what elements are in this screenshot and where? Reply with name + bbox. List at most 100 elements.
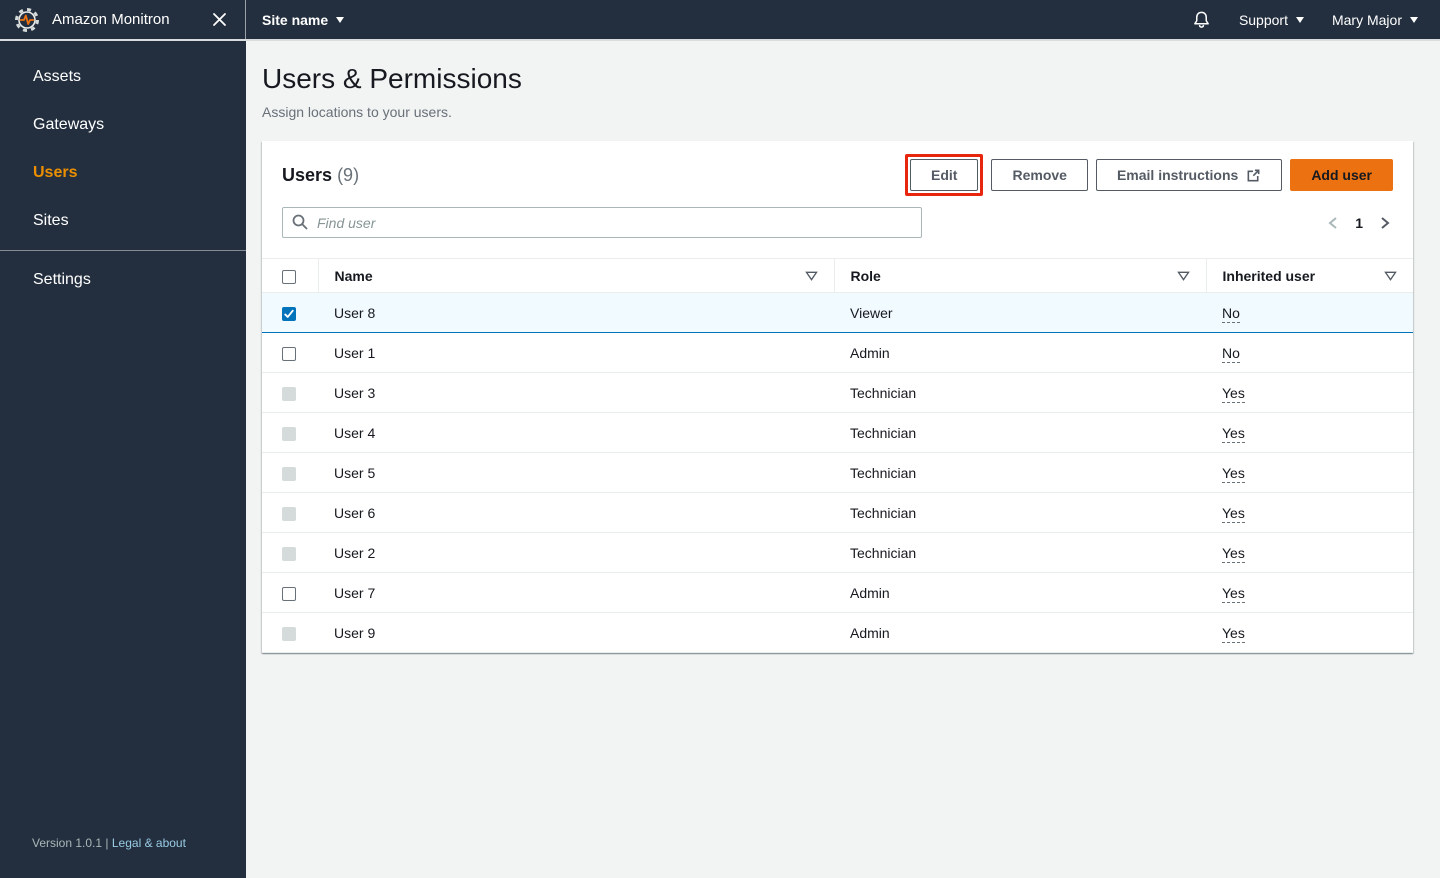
footer-separator: | bbox=[105, 836, 109, 850]
table-row[interactable]: User 8 Viewer No bbox=[262, 292, 1413, 333]
cell-user-role: Technician bbox=[834, 492, 1206, 533]
pagination: 1 bbox=[1325, 214, 1393, 232]
remove-button[interactable]: Remove bbox=[991, 159, 1088, 191]
table-row[interactable]: User 6 Technician Yes bbox=[262, 492, 1413, 533]
inherited-user-value[interactable]: No bbox=[1222, 344, 1240, 363]
inherited-user-value[interactable]: Yes bbox=[1222, 504, 1245, 523]
user-menu[interactable]: Mary Major bbox=[1332, 12, 1418, 28]
inherited-user-value[interactable]: Yes bbox=[1222, 584, 1245, 603]
row-checkbox-cell bbox=[262, 492, 318, 533]
chevron-left-icon[interactable] bbox=[1325, 214, 1341, 232]
row-checkbox bbox=[282, 506, 296, 521]
page-number[interactable]: 1 bbox=[1355, 214, 1363, 231]
search-box bbox=[282, 207, 922, 238]
cell-user-name: User 7 bbox=[318, 572, 834, 613]
cell-user-name: User 5 bbox=[318, 452, 834, 493]
inherited-user-value[interactable]: Yes bbox=[1222, 624, 1245, 643]
page-subtitle: Assign locations to your users. bbox=[262, 104, 452, 120]
users-count: (9) bbox=[337, 164, 360, 185]
users-title-text: Users bbox=[282, 164, 333, 185]
sort-down-icon[interactable] bbox=[1384, 271, 1397, 281]
red-highlight-annotation: Edit bbox=[905, 154, 984, 196]
column-label: Role bbox=[850, 267, 881, 284]
column-header-role[interactable]: Role bbox=[833, 258, 1206, 293]
edit-button-label: Edit bbox=[931, 167, 958, 183]
sort-down-icon[interactable] bbox=[1176, 271, 1190, 281]
row-checkbox-cell bbox=[262, 612, 318, 653]
gear-with-pulse-icon bbox=[14, 7, 40, 33]
row-checkbox[interactable] bbox=[282, 346, 296, 361]
inherited-user-value[interactable]: Yes bbox=[1222, 384, 1245, 403]
users-table: Name Role bbox=[262, 258, 1413, 653]
table-row[interactable]: User 5 Technician Yes bbox=[262, 452, 1413, 493]
support-menu[interactable]: Support bbox=[1239, 12, 1304, 28]
sidebar-item-assets[interactable]: Assets bbox=[0, 53, 246, 101]
sidebar-item-label: Sites bbox=[33, 212, 69, 229]
sidebar-item-gateways[interactable]: Gateways bbox=[0, 101, 246, 149]
close-icon[interactable] bbox=[212, 12, 227, 27]
caret-down-icon bbox=[1410, 16, 1418, 23]
legal-about-link[interactable]: Legal & about bbox=[111, 836, 186, 850]
table-row[interactable]: User 2 Technician Yes bbox=[262, 532, 1413, 573]
column-header-inherited-user[interactable]: Inherited user bbox=[1205, 258, 1413, 293]
sidebar-item-users[interactable]: Users bbox=[0, 149, 246, 197]
add-user-button-label: Add user bbox=[1311, 167, 1372, 183]
app-title: Amazon Monitron bbox=[52, 11, 170, 28]
email-instructions-button[interactable]: Email instructions bbox=[1095, 159, 1283, 191]
edit-button[interactable]: Edit bbox=[910, 159, 979, 191]
cell-user-name: User 1 bbox=[318, 332, 834, 373]
table-row[interactable]: User 3 Technician Yes bbox=[262, 372, 1413, 413]
caret-down-icon bbox=[336, 16, 345, 23]
row-checkbox-cell bbox=[262, 332, 318, 373]
cell-user-role: Admin bbox=[834, 612, 1206, 653]
table-row[interactable]: User 1 Admin No bbox=[262, 332, 1413, 373]
notifications-bell-icon[interactable] bbox=[1192, 10, 1211, 29]
row-checkbox-cell bbox=[262, 412, 318, 453]
cell-inherited-user: Yes bbox=[1206, 452, 1413, 493]
external-link-icon bbox=[1246, 168, 1261, 183]
cell-inherited-user: Yes bbox=[1206, 572, 1413, 613]
search-input[interactable] bbox=[282, 207, 922, 238]
cell-user-name: User 9 bbox=[318, 612, 834, 653]
users-panel-header: Users (9) Edit Remove Email bbox=[262, 141, 1413, 196]
row-checkbox[interactable] bbox=[282, 306, 296, 321]
cell-user-role: Admin bbox=[834, 332, 1206, 373]
table-row[interactable]: User 4 Technician Yes bbox=[262, 412, 1413, 453]
sidebar-item-settings[interactable]: Settings bbox=[0, 256, 246, 304]
row-checkbox-cell bbox=[262, 452, 318, 493]
row-checkbox-cell bbox=[262, 572, 318, 613]
chevron-right-icon[interactable] bbox=[1377, 214, 1393, 232]
sidebar-item-label: Settings bbox=[33, 271, 91, 288]
cell-user-role: Technician bbox=[834, 372, 1206, 413]
row-checkbox[interactable] bbox=[282, 586, 296, 601]
column-header-name[interactable]: Name bbox=[317, 258, 834, 293]
sort-down-icon[interactable] bbox=[804, 271, 818, 281]
row-checkbox-cell bbox=[262, 532, 318, 573]
site-menu[interactable]: Site name bbox=[246, 0, 345, 39]
row-checkbox bbox=[282, 546, 296, 561]
select-all-checkbox[interactable] bbox=[282, 269, 296, 284]
cell-inherited-user: Yes bbox=[1206, 532, 1413, 573]
inherited-user-value[interactable]: No bbox=[1222, 304, 1240, 323]
top-navigation-bar: Amazon Monitron Site name Support Mary M… bbox=[0, 0, 1440, 41]
cell-user-role: Admin bbox=[834, 572, 1206, 613]
page-title: Users & Permissions bbox=[262, 63, 522, 94]
inherited-user-value[interactable]: Yes bbox=[1222, 464, 1245, 483]
inherited-user-value[interactable]: Yes bbox=[1222, 424, 1245, 443]
cell-inherited-user: No bbox=[1206, 292, 1413, 333]
add-user-button[interactable]: Add user bbox=[1290, 159, 1393, 191]
email-instructions-label: Email instructions bbox=[1116, 167, 1239, 183]
table-row[interactable]: User 9 Admin Yes bbox=[262, 612, 1413, 653]
column-label: Inherited user bbox=[1222, 267, 1316, 284]
sidebar-item-sites[interactable]: Sites bbox=[0, 197, 246, 245]
cell-inherited-user: Yes bbox=[1206, 612, 1413, 653]
cell-inherited-user: No bbox=[1206, 332, 1413, 373]
caret-down-icon bbox=[1295, 16, 1304, 23]
inherited-user-value[interactable]: Yes bbox=[1222, 544, 1245, 563]
sidebar-navigation: Assets Gateways Users Sites Settings Ver… bbox=[0, 41, 246, 878]
user-menu-label: Mary Major bbox=[1331, 11, 1402, 28]
sidebar-item-label: Users bbox=[33, 164, 78, 181]
select-all-checkbox-cell bbox=[262, 258, 318, 293]
table-row[interactable]: User 7 Admin Yes bbox=[262, 572, 1413, 613]
